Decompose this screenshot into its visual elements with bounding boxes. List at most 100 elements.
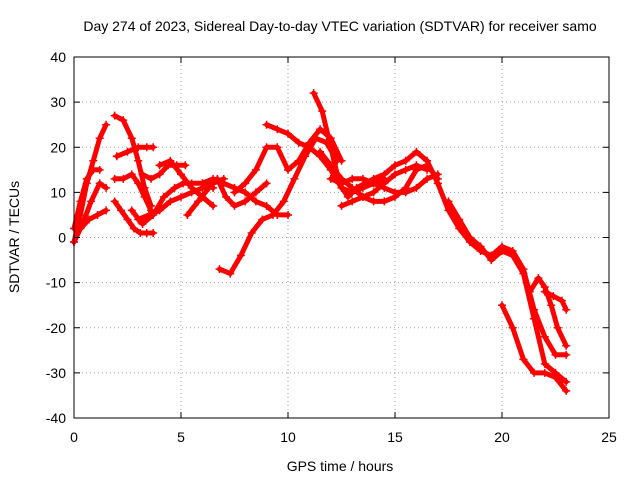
y-tick-label: 40 bbox=[50, 49, 66, 65]
data-series bbox=[70, 89, 571, 395]
data-point bbox=[251, 165, 260, 174]
data-point bbox=[138, 219, 147, 228]
data-point bbox=[326, 174, 335, 183]
data-point bbox=[369, 197, 378, 206]
y-tick-label: 0 bbox=[58, 230, 66, 246]
data-point bbox=[551, 350, 560, 359]
data-point bbox=[401, 156, 410, 165]
data-point bbox=[519, 355, 528, 364]
data-point bbox=[519, 269, 528, 278]
series-track-24 bbox=[498, 301, 571, 395]
data-point bbox=[530, 314, 539, 323]
series-track-2 bbox=[70, 165, 104, 233]
series-line bbox=[317, 149, 441, 204]
data-point bbox=[337, 179, 346, 188]
data-point bbox=[95, 165, 104, 174]
series-track-20 bbox=[326, 170, 442, 197]
data-point bbox=[110, 197, 119, 206]
data-point bbox=[391, 188, 399, 197]
x-axis-label: GPS time / hours bbox=[287, 458, 394, 474]
data-point bbox=[215, 265, 224, 274]
data-point bbox=[290, 174, 299, 183]
chart-title: Day 274 of 2023, Sidereal Day-to-day VTE… bbox=[83, 18, 596, 34]
data-point bbox=[530, 368, 539, 377]
data-point bbox=[112, 152, 121, 161]
data-point bbox=[534, 274, 543, 283]
data-point bbox=[412, 147, 421, 156]
data-point bbox=[348, 197, 357, 206]
data-point bbox=[562, 386, 571, 395]
data-point bbox=[557, 296, 566, 305]
data-point bbox=[117, 206, 126, 215]
series-line bbox=[77, 207, 109, 231]
data-point bbox=[134, 215, 143, 224]
data-point bbox=[129, 224, 138, 233]
axis-ticks: -40 -30 -20 -10 0 10 20 30 40 0 5 10 15 20 25 bbox=[46, 49, 617, 445]
data-point bbox=[540, 359, 549, 368]
data-point bbox=[273, 125, 282, 134]
data-point bbox=[498, 301, 506, 310]
data-point bbox=[219, 179, 228, 188]
data-point bbox=[89, 156, 98, 165]
data-point bbox=[316, 147, 325, 156]
data-point bbox=[230, 188, 239, 197]
data-point bbox=[209, 201, 218, 210]
series-line bbox=[157, 158, 216, 209]
data-point bbox=[476, 242, 485, 251]
data-point bbox=[269, 210, 278, 219]
data-point bbox=[123, 147, 132, 156]
data-point bbox=[525, 287, 534, 296]
series-track-23 bbox=[444, 197, 571, 386]
data-point bbox=[95, 134, 104, 143]
data-point bbox=[326, 161, 335, 170]
data-point bbox=[262, 179, 271, 188]
data-point bbox=[316, 125, 325, 134]
series-track-7 bbox=[110, 197, 158, 237]
data-point bbox=[508, 251, 517, 260]
data-point bbox=[498, 247, 506, 256]
data-point bbox=[183, 210, 192, 219]
data-point bbox=[247, 228, 256, 237]
y-tick-label: -40 bbox=[46, 410, 66, 426]
data-point bbox=[369, 179, 378, 188]
data-point bbox=[294, 156, 303, 165]
data-point bbox=[423, 165, 432, 174]
data-point bbox=[110, 111, 119, 120]
data-point bbox=[562, 341, 571, 350]
data-point bbox=[102, 183, 111, 192]
data-point bbox=[230, 201, 239, 210]
data-point bbox=[209, 174, 218, 183]
data-point bbox=[198, 179, 207, 188]
y-tick-label: 20 bbox=[50, 139, 66, 155]
data-point bbox=[147, 174, 156, 183]
series-track-6 bbox=[110, 170, 156, 215]
data-point bbox=[155, 206, 164, 215]
data-point bbox=[155, 170, 164, 179]
data-point bbox=[159, 192, 168, 201]
data-point bbox=[444, 197, 453, 206]
data-point bbox=[380, 179, 389, 188]
series-track-21 bbox=[337, 161, 432, 210]
data-point bbox=[140, 192, 149, 201]
data-point bbox=[82, 174, 91, 183]
data-point bbox=[95, 179, 104, 188]
data-point bbox=[110, 174, 119, 183]
data-point bbox=[412, 161, 421, 170]
data-point bbox=[455, 215, 464, 224]
data-point bbox=[102, 120, 111, 129]
x-tick-label: 0 bbox=[70, 429, 78, 445]
series-track-8 bbox=[112, 143, 158, 161]
data-point bbox=[358, 174, 367, 183]
series-track-5 bbox=[110, 111, 156, 210]
data-point bbox=[279, 197, 288, 206]
data-point bbox=[221, 192, 230, 201]
data-point bbox=[241, 188, 250, 197]
y-tick-label: 10 bbox=[50, 184, 66, 200]
data-point bbox=[423, 174, 432, 183]
data-point bbox=[123, 215, 132, 224]
data-point bbox=[309, 89, 318, 98]
data-point bbox=[337, 156, 346, 165]
y-tick-label: 30 bbox=[50, 94, 66, 110]
data-point bbox=[87, 197, 96, 206]
